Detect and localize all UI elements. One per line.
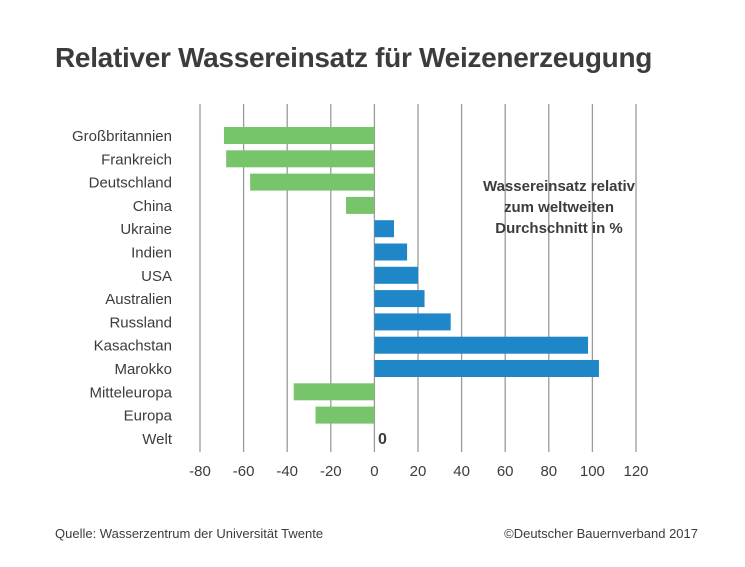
category-label: Ukraine [120, 221, 172, 238]
chart-annotation: Wassereinsatz relativ zum weltweiten Dur… [468, 176, 650, 239]
category-label: Australien [105, 291, 172, 308]
bar [223, 127, 375, 144]
x-tick-label: -40 [276, 463, 298, 480]
category-label: China [133, 198, 173, 215]
category-label: Welt [142, 431, 173, 448]
category-label: Deutschland [89, 175, 172, 192]
annotation-line-3: Durchschnitt in % [495, 220, 623, 237]
bar [374, 313, 451, 331]
bar [374, 220, 395, 238]
category-label: Mitteleuropa [89, 384, 172, 401]
zero-value-label: 0 [378, 431, 387, 448]
x-tick-label: 60 [497, 463, 514, 480]
category-label: Großbritannien [72, 128, 172, 145]
x-tick-label: -20 [320, 463, 342, 480]
bar [374, 290, 425, 308]
bar [374, 266, 418, 284]
annotation-line-1: Wassereinsatz relativ [482, 178, 636, 195]
bar [374, 243, 408, 261]
category-label: Frankreich [101, 151, 172, 168]
x-tick-label: 120 [623, 463, 648, 480]
x-tick-label: 0 [370, 463, 378, 480]
annotation-line-2: zum weltweiten [503, 199, 615, 216]
source-note: Quelle: Wasserzentrum der Universität Tw… [55, 526, 324, 541]
category-label: Kasachstan [94, 338, 172, 355]
bar [226, 150, 375, 168]
bar [374, 336, 589, 354]
bar [315, 406, 375, 424]
x-tick-label: 20 [410, 463, 427, 480]
category-label: Indien [131, 245, 172, 262]
x-tick-label: -60 [233, 463, 255, 480]
bar [250, 173, 375, 191]
x-tick-label: -80 [189, 463, 211, 480]
bar [346, 196, 375, 214]
category-label: Europa [124, 408, 173, 425]
copyright-note: ©Deutscher Bauernverband 2017 [504, 526, 698, 541]
x-tick-label: 80 [540, 463, 557, 480]
bar [374, 360, 599, 377]
x-tick-label: 40 [453, 463, 470, 480]
x-tick-label: 100 [580, 463, 605, 480]
chart-title: Relativer Wassereinsatz für Weizenerzeug… [55, 42, 653, 73]
bar [293, 383, 375, 401]
category-label: Russland [109, 314, 172, 331]
category-label: Marokko [114, 361, 172, 378]
category-label: USA [141, 268, 172, 285]
